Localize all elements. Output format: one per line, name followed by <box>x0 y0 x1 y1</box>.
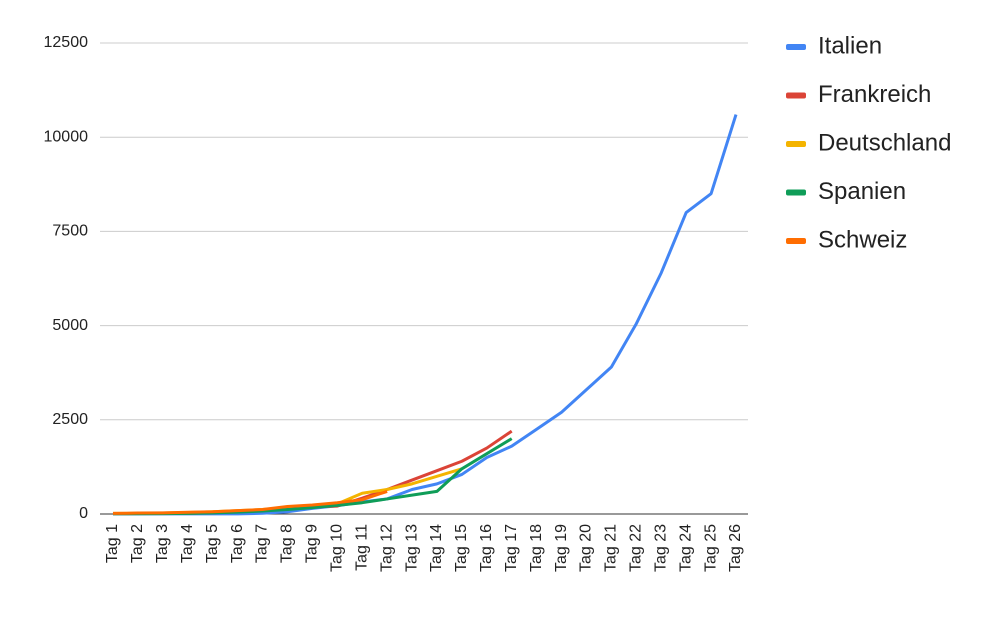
x-tick-label: Tag 13 <box>403 524 420 572</box>
y-tick-label: 7500 <box>52 223 88 240</box>
legend-label: Spanien <box>818 178 906 205</box>
legend-swatch <box>786 92 806 99</box>
y-tick-label: 5000 <box>52 317 88 334</box>
x-tick-label: Tag 2 <box>129 524 146 563</box>
legend-swatch <box>786 189 806 196</box>
y-tick-label: 2500 <box>52 411 88 428</box>
y-tick-label: 10000 <box>44 128 89 145</box>
legend-swatch <box>786 141 806 147</box>
x-tick-label: Tag 25 <box>702 524 719 572</box>
x-tick-label: Tag 16 <box>478 524 495 572</box>
x-tick-label: Tag 19 <box>553 524 570 572</box>
x-tick-label: Tag 9 <box>304 524 321 563</box>
x-tick-label: Tag 10 <box>328 524 345 572</box>
series-line <box>113 114 738 516</box>
y-tick-label: 0 <box>79 505 88 522</box>
x-tick-label: Tag 23 <box>652 524 669 572</box>
legend-label: Italien <box>818 32 882 59</box>
x-tick-label: Tag 8 <box>279 524 296 563</box>
x-tick-label: Tag 4 <box>179 524 196 563</box>
x-tick-label: Tag 24 <box>677 524 694 572</box>
x-tick-label: Tag 3 <box>154 524 171 563</box>
series-line <box>112 437 513 516</box>
x-tick-label: Tag 18 <box>528 524 545 572</box>
legend-label: Deutschland <box>818 129 951 156</box>
x-tick-label: Tag 14 <box>428 524 445 572</box>
x-tick-label: Tag 21 <box>603 524 620 572</box>
x-tick-label: Tag 26 <box>727 524 744 572</box>
x-tick-label: Tag 6 <box>229 524 246 563</box>
x-tick-label: Tag 12 <box>378 524 395 572</box>
legend-swatch <box>786 238 806 244</box>
x-tick-label: Tag 22 <box>628 524 645 572</box>
y-tick-label: 12500 <box>44 34 89 51</box>
legend-label: Frankreich <box>818 81 931 108</box>
x-tick-label: Tag 15 <box>453 524 470 572</box>
series-line <box>112 489 388 515</box>
legend-label: Schweiz <box>818 226 907 253</box>
x-tick-label: Tag 7 <box>254 524 271 563</box>
x-tick-label: Tag 5 <box>204 524 221 563</box>
x-tick-label: Tag 1 <box>104 524 121 563</box>
legend-swatch <box>786 44 806 50</box>
x-tick-label: Tag 11 <box>353 524 370 571</box>
x-tick-label: Tag 20 <box>578 524 595 572</box>
x-tick-label: Tag 17 <box>503 524 520 572</box>
